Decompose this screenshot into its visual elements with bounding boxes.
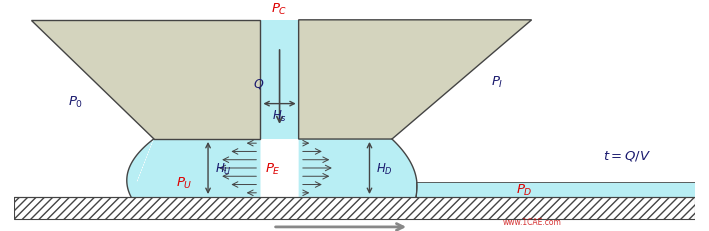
Text: $P_I$: $P_I$ [491, 74, 504, 89]
Polygon shape [14, 197, 695, 219]
Text: $Q$: $Q$ [253, 76, 264, 91]
Polygon shape [298, 21, 532, 140]
Polygon shape [127, 140, 260, 197]
Polygon shape [260, 21, 298, 140]
Text: $H_D$: $H_D$ [376, 161, 393, 176]
Text: $P_E$: $P_E$ [265, 161, 281, 176]
Text: www.1CAE.com: www.1CAE.com [502, 217, 561, 226]
Text: $P_U$: $P_U$ [176, 175, 192, 190]
Polygon shape [415, 182, 695, 197]
Text: $t = Q / V$: $t = Q / V$ [603, 149, 651, 163]
Text: $P_0$: $P_0$ [67, 95, 83, 110]
Text: $P_D$: $P_D$ [516, 182, 533, 197]
Polygon shape [31, 21, 260, 140]
Text: $H_U$: $H_U$ [215, 161, 232, 176]
Polygon shape [131, 182, 260, 197]
Polygon shape [298, 140, 417, 197]
Text: $H_s$: $H_s$ [272, 108, 287, 123]
Text: $P_C$: $P_C$ [272, 2, 288, 17]
